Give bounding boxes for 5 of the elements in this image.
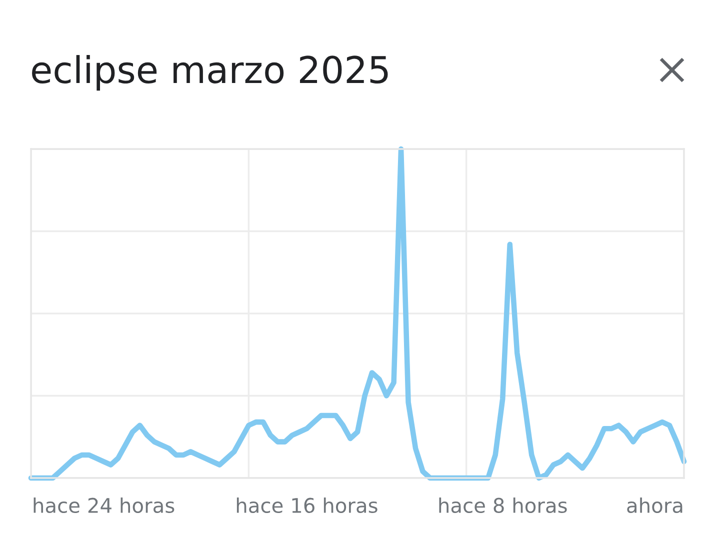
x-tick-label: ahora [627, 497, 682, 514]
x-tick-label: hace 24 horas [34, 497, 174, 514]
x-tick-label: hace 16 horas [236, 497, 378, 514]
chart-title: eclipse marzo 2025 [32, 55, 388, 91]
x-tick-label: hace 8 horas [439, 497, 567, 514]
